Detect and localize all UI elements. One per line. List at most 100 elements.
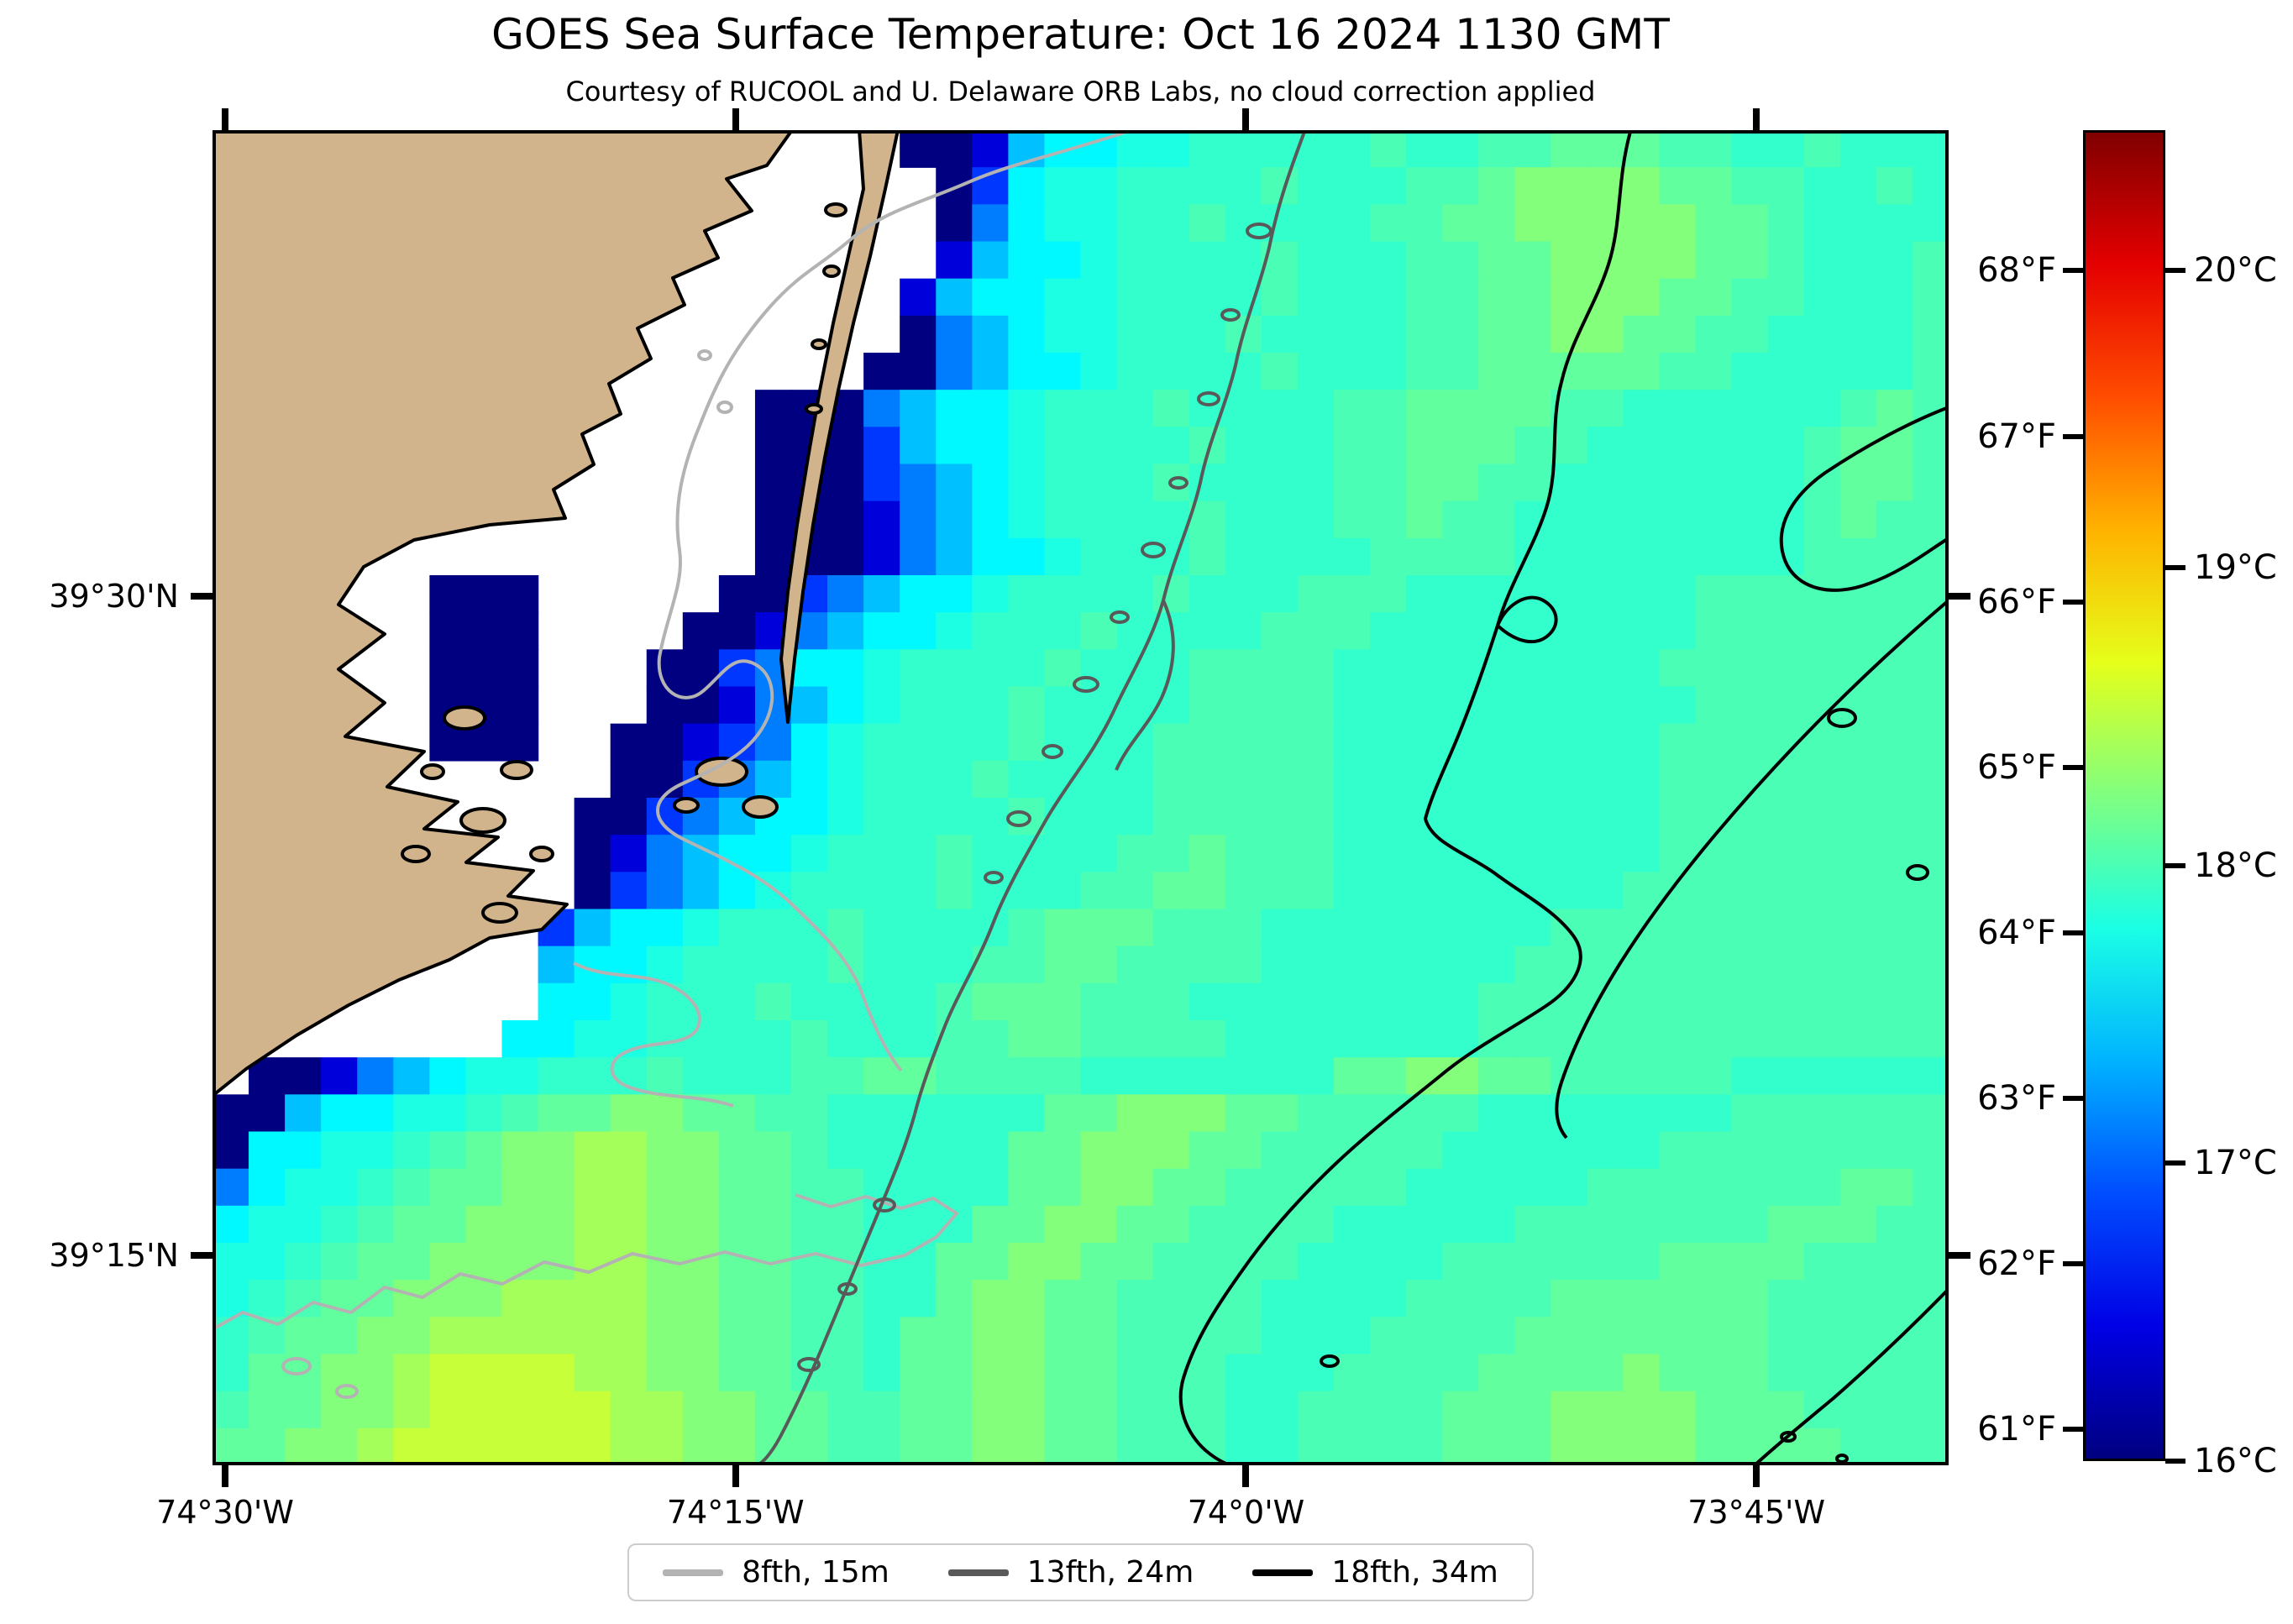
- sst-cell: [972, 427, 1010, 465]
- sst-cell: [1839, 464, 1877, 502]
- colorbar-celsius-label: 16°C: [2194, 1442, 2277, 1480]
- sst-cell: [1912, 686, 1949, 725]
- sst-cell: [936, 1428, 973, 1465]
- colorbar-celsius-label: 19°C: [2194, 548, 2277, 588]
- sst-cell: [1659, 1243, 1697, 1281]
- sst-cell: [1188, 1243, 1226, 1281]
- sst-cell: [1044, 686, 1082, 725]
- sst-cell: [1406, 1020, 1443, 1058]
- legend-label: 18fth, 34m: [1331, 1555, 1498, 1590]
- sst-cell: [1370, 353, 1407, 390]
- sst-cell: [1587, 1168, 1624, 1207]
- sst-cell: [1876, 241, 1913, 280]
- sst-cell: [1188, 390, 1226, 428]
- sst-cell: [1839, 390, 1877, 428]
- sst-cell: [1478, 315, 1515, 354]
- sst-cell: [1551, 982, 1588, 1021]
- sst-cell: [936, 575, 973, 613]
- sst-cell: [1731, 982, 1769, 1021]
- sst-cell: [1876, 798, 1913, 836]
- sst-cell: [972, 1280, 1010, 1318]
- sst-cell: [1406, 575, 1443, 613]
- sst-cell: [1514, 835, 1552, 873]
- colorbar-tick: [2165, 863, 2185, 869]
- sst-cell: [936, 427, 973, 465]
- sst-cell: [1839, 1280, 1877, 1318]
- sst-cell: [249, 1428, 286, 1465]
- sst-cell: [1261, 872, 1299, 910]
- sst-cell: [1044, 204, 1082, 243]
- sst-cell: [1297, 575, 1335, 613]
- sst-cell: [1514, 427, 1552, 465]
- sst-cell: [1188, 686, 1226, 725]
- sst-cell: [791, 909, 828, 947]
- sst-cell: [1695, 537, 1733, 576]
- sst-cell: [1767, 1131, 1805, 1170]
- sst-cell: [1370, 835, 1407, 873]
- sst-cell: [972, 798, 1010, 836]
- sst-cell: [1659, 390, 1697, 428]
- sst-cell: [1297, 1243, 1335, 1281]
- sst-cell: [1152, 1428, 1190, 1465]
- sst-cell: [357, 1428, 395, 1465]
- sst-cell: [1659, 575, 1697, 613]
- sst-cell: [1767, 575, 1805, 613]
- sst-cell: [1080, 798, 1118, 836]
- lon-tick-label: 74°30'W: [156, 1494, 294, 1531]
- sst-cell: [1587, 612, 1624, 651]
- sst-cell: [1551, 649, 1588, 688]
- sst-cell: [1116, 353, 1154, 390]
- sst-cell: [1152, 872, 1190, 910]
- sst-cell: [1370, 1391, 1407, 1429]
- sst-cell: [1297, 1168, 1335, 1207]
- sst-cell: [1225, 686, 1262, 725]
- sst-cell: [1442, 798, 1479, 836]
- sst-cell: [1080, 1428, 1118, 1465]
- sst-map: [213, 130, 1949, 1465]
- sst-cell: [610, 1168, 648, 1207]
- sst-cell: [718, 1280, 756, 1318]
- sst-cell: [791, 872, 828, 910]
- sst-cell: [1008, 278, 1046, 317]
- sst-cell: [429, 575, 467, 613]
- sst-cell: [1442, 686, 1479, 725]
- sst-cell: [1514, 464, 1552, 502]
- sst-cell: [1080, 1354, 1118, 1392]
- sst-cell: [791, 1057, 828, 1096]
- sst-cell: [1478, 982, 1515, 1021]
- sst-cell: [1659, 723, 1697, 762]
- sst-cell: [1731, 464, 1769, 502]
- sst-cell: [863, 464, 900, 502]
- sst-cell: [1116, 760, 1154, 799]
- sst-cell: [1370, 390, 1407, 428]
- sst-cell: [1478, 760, 1515, 799]
- sst-cell: [538, 1354, 575, 1392]
- sst-cell: [1008, 575, 1046, 613]
- sst-cell: [1478, 353, 1515, 390]
- sst-cell: [1225, 1057, 1262, 1096]
- sst-cell: [682, 1020, 720, 1058]
- sst-cell: [1080, 1020, 1118, 1058]
- sst-cell: [1623, 1243, 1661, 1281]
- sst-cell: [1188, 1280, 1226, 1318]
- sst-cell: [1478, 1168, 1515, 1207]
- sst-cell: [1731, 1168, 1769, 1207]
- sst-cell: [827, 464, 864, 502]
- sst-cell: [285, 1094, 322, 1133]
- sst-cell: [1731, 798, 1769, 836]
- sst-cell: [1297, 278, 1335, 317]
- sst-cell: [1514, 1391, 1552, 1429]
- sst-cell: [1514, 1243, 1552, 1281]
- sst-cell: [1406, 1205, 1443, 1244]
- sst-cell: [718, 1168, 756, 1207]
- axes-frame: [213, 130, 1949, 1465]
- sst-cell: [1587, 798, 1624, 836]
- mainland-new-jersey: [213, 130, 794, 1098]
- sst-cell: [213, 1205, 249, 1244]
- sst-cell: [429, 1057, 467, 1096]
- sst-cell: [972, 1057, 1010, 1096]
- sst-cell: [1623, 1354, 1661, 1392]
- sst-cell: [1080, 1094, 1118, 1133]
- sst-cell: [1442, 760, 1479, 799]
- sst-cell: [1767, 1094, 1805, 1133]
